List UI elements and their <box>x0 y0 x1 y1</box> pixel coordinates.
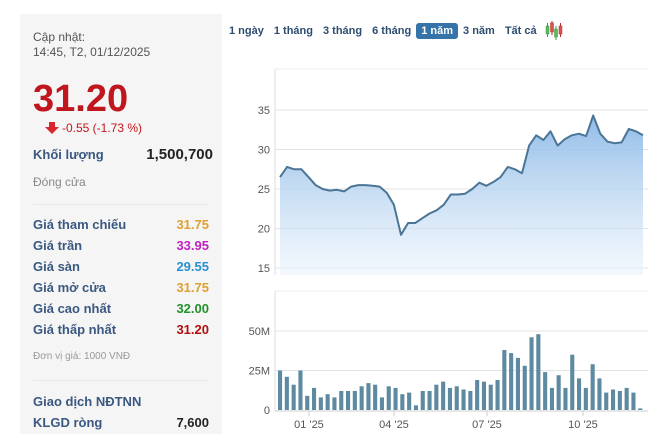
arrow-down-icon <box>45 122 59 134</box>
stat-value: 33.95 <box>176 238 209 253</box>
stat-value: 32.00 <box>176 301 209 316</box>
tab-6-months[interactable]: 6 tháng <box>372 25 412 37</box>
stat-value: 31.75 <box>176 280 209 295</box>
foreign-net-volume-row: KLGD ròng 7,600 <box>33 415 209 430</box>
divider <box>33 204 209 205</box>
quote-summary-panel: Cập nhật: 14:45, T2, 01/12/2025 31.20 -0… <box>20 14 222 434</box>
stat-value: 31.75 <box>176 217 209 232</box>
price-change: -0.55 (-1.73 %) <box>45 121 142 135</box>
svg-text:35: 35 <box>258 105 270 117</box>
foreign-net-label: KLGD ròng <box>33 415 103 430</box>
svg-text:25: 25 <box>258 184 270 196</box>
tab-1-day[interactable]: 1 ngày <box>229 25 264 37</box>
svg-text:50M: 50M <box>249 326 270 338</box>
stat-value: 29.55 <box>176 259 209 274</box>
tab-3-years[interactable]: 3 năm <box>463 25 495 37</box>
price-unit-note: Đơn vị giá: 1000 VNĐ <box>33 351 131 362</box>
price-chart: 15 20 25 30 35 <box>258 68 648 275</box>
svg-text:25M: 25M <box>249 366 270 378</box>
tab-all[interactable]: Tất cả <box>504 25 537 37</box>
volume-chart: 0 25M 50M 01 '25 04 '25 07 '25 10 '25 <box>249 290 648 431</box>
price-change-value: -0.55 (-1.73 %) <box>62 121 143 135</box>
updated-info: Cập nhật: 14:45, T2, 01/12/2025 <box>33 30 150 60</box>
divider <box>33 380 209 381</box>
stat-high-price: Giá cao nhất 32.00 <box>33 301 209 316</box>
stat-floor-price: Giá sàn 29.55 <box>33 259 209 274</box>
svg-text:20: 20 <box>258 224 270 236</box>
stat-ceiling-price: Giá trần 33.95 <box>33 238 209 253</box>
svg-text:10 '25: 10 '25 <box>568 419 598 431</box>
updated-time: 14:45, T2, 01/12/2025 <box>33 45 151 59</box>
stat-low-price: Giá thấp nhất 31.20 <box>33 322 209 337</box>
updated-label: Cập nhật: <box>33 30 86 44</box>
svg-text:01 '25: 01 '25 <box>294 419 324 431</box>
stat-open-price: Giá mở cửa 31.75 <box>33 280 209 295</box>
foreign-net-value: 7,600 <box>176 415 209 430</box>
close-status: Đóng cửa <box>33 175 86 189</box>
tab-3-months[interactable]: 3 tháng <box>322 25 363 37</box>
foreign-trading-title: Giao dịch NĐTNN <box>33 394 142 409</box>
volume-label: Khối lượng <box>33 147 104 162</box>
volume-row: Khối lượng 1,500,700 <box>33 146 213 163</box>
svg-text:30: 30 <box>258 145 270 157</box>
svg-text:15: 15 <box>258 263 270 275</box>
current-price: 31.20 <box>33 78 129 120</box>
tab-1-year[interactable]: 1 năm <box>416 23 459 39</box>
svg-text:0: 0 <box>264 405 270 417</box>
stat-value: 31.20 <box>176 322 209 337</box>
svg-text:07 '25: 07 '25 <box>472 419 502 431</box>
stat-reference-price: Giá tham chiếu 31.75 <box>33 217 209 232</box>
price-stats: Giá tham chiếu 31.75 Giá trần 33.95 Giá … <box>33 214 209 340</box>
tab-1-month[interactable]: 1 tháng <box>273 25 313 37</box>
volume-value: 1,500,700 <box>146 146 213 163</box>
time-range-tabs: 1 ngày 1 tháng 3 tháng 6 tháng 1 năm 3 n… <box>224 21 563 41</box>
candlestick-icon[interactable] <box>545 21 563 41</box>
svg-text:04 '25: 04 '25 <box>379 419 409 431</box>
